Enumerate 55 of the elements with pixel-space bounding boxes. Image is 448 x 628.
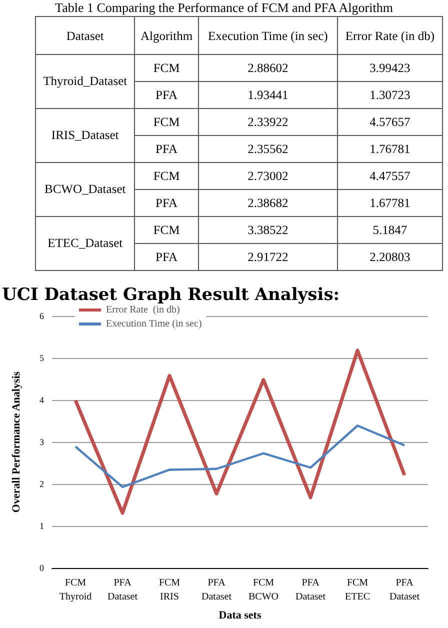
y-tick-label: 5 xyxy=(40,353,44,363)
y-tick-label: 0 xyxy=(40,563,44,573)
y-tick-label: 2 xyxy=(40,479,44,489)
text: 1.76781 xyxy=(370,142,410,156)
x-tick-label: FCM BCWO xyxy=(248,578,278,602)
category-label: Error Rate (in db) xyxy=(337,16,442,54)
text: 5.1847 xyxy=(372,222,408,236)
legend-label: Error Rate (in db) xyxy=(106,304,180,316)
chart-title: UCI Dataset Graph Result Analysis: xyxy=(2,285,340,305)
y-tick-label: 4 xyxy=(40,395,44,405)
x-tick-label: PFA Dataset xyxy=(390,578,420,602)
text: 1.93441 xyxy=(248,88,288,102)
text: 1.67781 xyxy=(370,196,410,210)
x-tick-label: FCM Thyroid xyxy=(59,578,92,602)
text: 2.35562 xyxy=(248,142,288,156)
text: PFA xyxy=(156,250,178,264)
text: 2.88602 xyxy=(248,60,288,74)
text: FCM xyxy=(153,60,180,74)
x-tick-label: PFA Dataset xyxy=(296,578,326,602)
text: FCM xyxy=(153,114,180,128)
text: PFA xyxy=(156,196,178,210)
x-tick-label: FCM IRIS xyxy=(158,578,180,602)
text: 4.47557 xyxy=(370,168,410,182)
y-tick-label: 6 xyxy=(40,311,44,321)
text: 4.57657 xyxy=(370,114,410,128)
legend-label: Execution Time (in sec) xyxy=(106,318,202,330)
category-label: Algorithm xyxy=(134,16,198,54)
x-tick-label: FCM ETEC xyxy=(345,578,370,602)
category-label: Dataset xyxy=(36,16,135,54)
y-tick-label: 3 xyxy=(40,437,44,447)
line-series xyxy=(74,424,406,488)
text: PFA xyxy=(156,88,178,102)
x-tick-label: PFA Dataset xyxy=(108,578,138,602)
text: 1.30723 xyxy=(370,88,410,102)
text: 2.20803 xyxy=(370,250,410,264)
text: 3.38522 xyxy=(248,222,288,236)
text: 3.99423 xyxy=(370,60,410,74)
text: 2.38682 xyxy=(248,196,288,210)
text: 2.33922 xyxy=(248,114,288,128)
category-label: Execution Time (in sec) xyxy=(198,16,338,54)
y-axis-title: Overall Performance Analysis xyxy=(10,370,22,513)
text: 2.91722 xyxy=(248,250,288,264)
text: 2.73002 xyxy=(248,168,288,182)
line-series xyxy=(74,348,406,515)
text: FCM xyxy=(153,168,180,182)
x-tick-label: PFA Dataset xyxy=(202,578,232,602)
text: BCWO_Dataset xyxy=(44,182,126,196)
text: ETEC_Dataset xyxy=(48,236,123,250)
y-tick-label: 1 xyxy=(40,521,44,531)
text: IRIS_Dataset xyxy=(51,128,119,142)
x-axis-title: Data sets xyxy=(218,610,262,622)
text: PFA xyxy=(156,142,178,156)
text: FCM xyxy=(153,222,180,236)
text: Thyroid_Dataset xyxy=(43,74,128,88)
text: Table 1 Comparing the Performance of FCM and PFA Algorithm xyxy=(54,0,394,16)
